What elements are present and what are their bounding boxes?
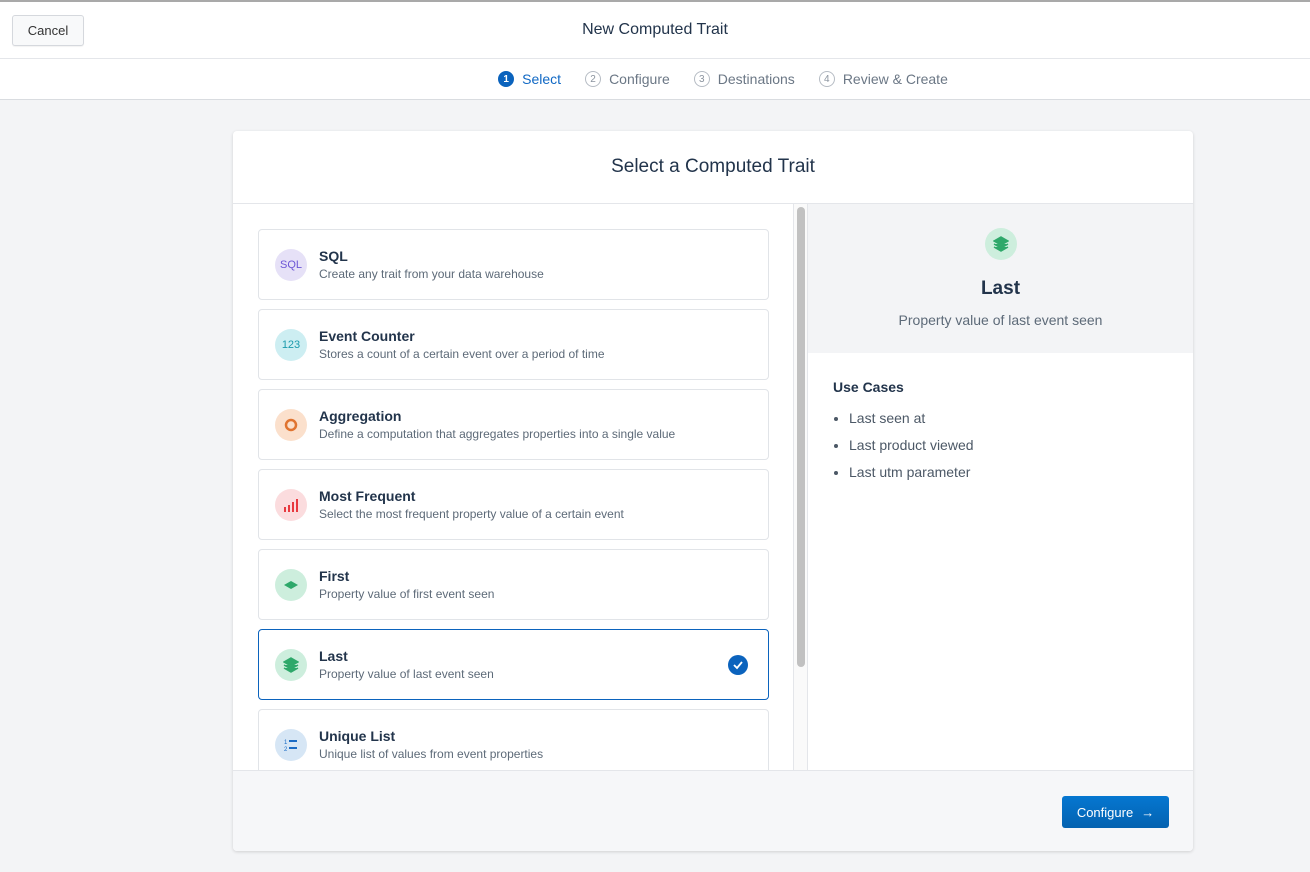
trait-name: First [319, 568, 350, 584]
trait-description: Stores a count of a certain event over a… [319, 347, 605, 361]
trait-option-event-counter[interactable]: 123 Event Counter Stores a count of a ce… [258, 309, 769, 380]
layer-icon [275, 569, 307, 601]
detail-name: Last [980, 278, 1021, 299]
page-title: New Computed Trait [582, 21, 728, 38]
step-number: 2 [585, 71, 602, 87]
step-destinations[interactable]: 3 Destinations [693, 71, 795, 87]
card-title: Select a Computed Trait [233, 131, 1193, 204]
trait-description: Property value of first event seen [319, 587, 495, 601]
trait-option-first[interactable]: First Property value of first event seen [258, 549, 769, 620]
sql-icon: SQL [275, 249, 307, 281]
step-number: 1 [498, 71, 515, 87]
use-case-item: Last utm parameter [849, 459, 1193, 486]
layers-stack-icon [275, 649, 307, 681]
trait-option-sql[interactable]: SQL SQL Create any trait from your data … [258, 229, 769, 300]
scrollbar[interactable] [793, 204, 808, 770]
counter-icon: 123 [275, 329, 307, 361]
trait-list: SQL SQL Create any trait from your data … [233, 204, 793, 770]
trait-description: Property value of last event seen [319, 667, 494, 681]
use-cases-title: Use Cases [833, 379, 904, 395]
trait-detail-panel: Last Property value of last event seen U… [808, 204, 1193, 770]
trait-description: Create any trait from your data warehous… [319, 267, 544, 281]
trait-name: Most Frequent [319, 488, 416, 504]
step-number: 4 [818, 71, 835, 87]
step-label: Select [522, 71, 562, 87]
step-label: Destinations [717, 71, 795, 87]
bar-chart-icon [275, 489, 307, 521]
trait-option-last[interactable]: Last Property value of last event seen [258, 629, 769, 700]
layers-stack-icon [985, 228, 1017, 260]
trait-description: Select the most frequent property value … [319, 507, 624, 521]
svg-text:1: 1 [284, 740, 288, 746]
use-case-item: Last seen at [849, 405, 1193, 432]
step-review-create[interactable]: 4 Review & Create [818, 71, 948, 87]
detail-description: Property value of last event seen [898, 312, 1103, 328]
trait-name: Event Counter [319, 328, 415, 344]
step-configure[interactable]: 2 Configure [585, 71, 670, 87]
trait-description: Define a computation that aggregates pro… [319, 427, 676, 441]
step-label: Review & Create [842, 71, 948, 87]
trait-option-most-frequent[interactable]: Most Frequent Select the most frequent p… [258, 469, 769, 540]
aggregation-icon [275, 409, 307, 441]
top-bar: Cancel New Computed Trait [0, 2, 1310, 59]
configure-label: Configure [1076, 804, 1134, 820]
use-case-item: Last product viewed [849, 432, 1193, 459]
step-label: Configure [609, 71, 670, 87]
svg-text:2: 2 [284, 747, 288, 753]
configure-button[interactable]: Configure → [1062, 796, 1169, 828]
trait-name: SQL [319, 248, 348, 264]
step-number: 3 [693, 71, 710, 87]
trait-description: Unique list of values from event propert… [319, 747, 544, 761]
cancel-button[interactable]: Cancel [12, 15, 84, 46]
trait-selection-card: Select a Computed Trait SQL SQL Create a… [233, 131, 1193, 851]
trait-name: Last [319, 648, 348, 664]
checkmark-icon [728, 655, 748, 675]
window-edge [0, 0, 1310, 2]
trait-name: Aggregation [319, 408, 402, 424]
scrollbar-thumb[interactable] [797, 207, 805, 667]
trait-option-aggregation[interactable]: Aggregation Define a computation that ag… [258, 389, 769, 460]
use-cases: Use Cases Last seen at Last product view… [808, 353, 1193, 486]
arrow-right-icon: → [1141, 804, 1155, 820]
stepper: 1 Select 2 Configure 3 Destinations 4 Review… [0, 59, 1310, 100]
step-select[interactable]: 1 Select [498, 71, 561, 87]
card-footer: Configure → [233, 770, 1193, 851]
trait-name: Unique List [319, 728, 396, 744]
